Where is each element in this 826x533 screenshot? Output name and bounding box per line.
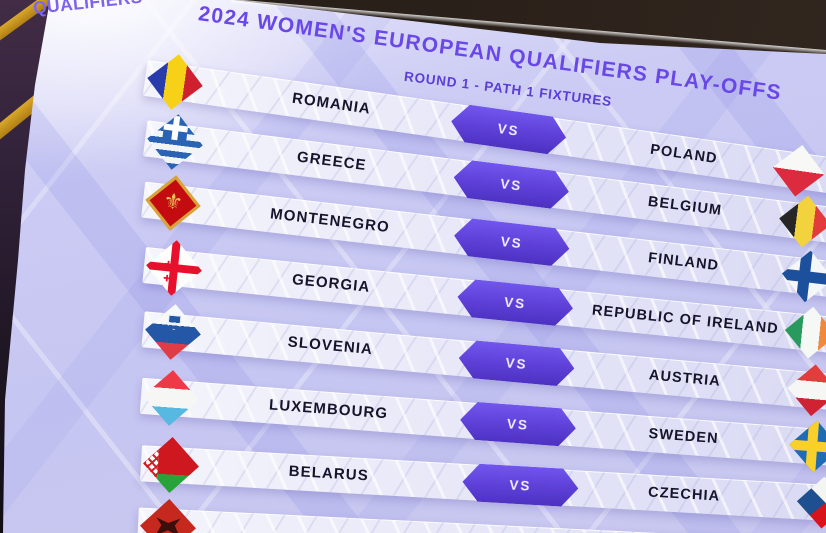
vs-badge: VS: [461, 463, 579, 508]
vs-label: VS: [506, 415, 530, 433]
vs-label: VS: [499, 175, 524, 194]
vs-label: VS: [503, 294, 527, 312]
vs-label: VS: [496, 120, 521, 139]
vs-label: VS: [499, 233, 524, 251]
vs-label: VS: [504, 354, 529, 372]
vs-label: VS: [508, 477, 532, 494]
